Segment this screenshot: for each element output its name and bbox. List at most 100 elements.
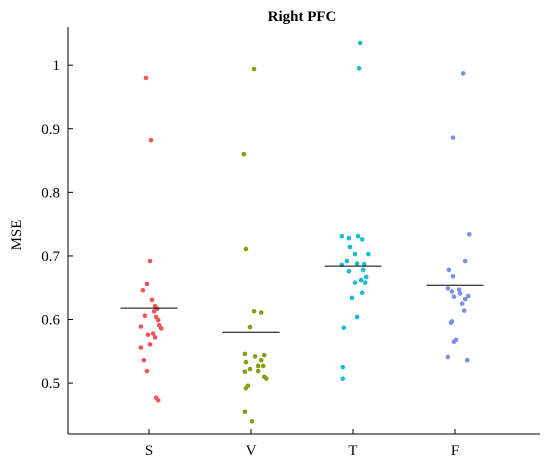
data-point-t	[360, 267, 366, 273]
data-point-t	[363, 274, 369, 280]
data-point-s	[151, 308, 157, 314]
data-point-f	[449, 289, 455, 294]
data-point-v	[252, 354, 258, 359]
data-point-t	[339, 233, 345, 239]
x-tick-label: V	[246, 443, 257, 457]
data-point-f	[445, 354, 451, 360]
data-point-s	[143, 75, 149, 81]
data-point-t	[352, 251, 358, 257]
data-point-v	[255, 368, 261, 374]
data-point-v	[243, 385, 249, 391]
data-point-f	[448, 320, 454, 326]
data-point-f	[462, 258, 468, 264]
x-tick-label: T	[348, 443, 357, 457]
data-point-f	[460, 71, 466, 76]
data-point-v	[242, 369, 248, 374]
data-point-t	[355, 233, 361, 239]
data-point-s	[149, 297, 155, 303]
y-axis-label: MSE	[9, 220, 25, 251]
data-point-s	[148, 137, 154, 143]
y-tick-label: 0.5	[41, 376, 60, 392]
data-point-t	[340, 376, 346, 381]
data-point-t	[359, 290, 365, 296]
data-point-s	[147, 258, 153, 264]
x-tick-label: S	[145, 443, 153, 457]
data-point-f	[451, 339, 457, 345]
data-point-s	[140, 287, 146, 293]
data-point-t	[356, 66, 362, 71]
data-point-f	[446, 267, 452, 273]
data-point-t	[349, 295, 355, 301]
chart-title: Right PFC	[268, 9, 337, 25]
data-point-t	[359, 237, 365, 242]
data-point-t	[347, 244, 353, 250]
data-point-v	[247, 366, 253, 372]
data-point-f	[445, 286, 451, 291]
data-point-v	[264, 376, 269, 381]
data-points	[138, 40, 472, 424]
data-point-v	[242, 351, 248, 357]
data-point-f	[456, 287, 462, 292]
data-point-f	[451, 294, 457, 299]
y-tick-labels: 0.5 0.6 0.7 0.8 0.9 1	[41, 58, 60, 392]
data-point-s	[145, 332, 151, 338]
data-point-s	[142, 313, 148, 319]
data-point-t	[354, 261, 360, 266]
data-point-t	[346, 235, 352, 241]
data-point-f	[462, 296, 468, 302]
y-tick-label: 0.8	[41, 185, 60, 201]
data-point-v	[258, 310, 264, 315]
data-point-t	[357, 40, 363, 46]
y-tick-label: 0.6	[41, 313, 60, 329]
data-point-v	[243, 359, 249, 365]
x-tick-label: F	[451, 443, 459, 457]
data-point-s	[147, 342, 153, 347]
data-point-f	[457, 291, 463, 296]
data-point-v	[251, 308, 257, 314]
data-point-s	[150, 331, 156, 336]
y-tick-label: 0.9	[41, 122, 60, 138]
data-point-t	[361, 261, 367, 267]
data-point-s	[154, 306, 160, 312]
data-point-v	[249, 418, 255, 424]
data-point-s	[155, 397, 161, 403]
data-point-v	[258, 357, 264, 363]
data-point-t	[344, 258, 350, 264]
data-point-s	[138, 345, 144, 350]
data-point-s	[155, 317, 161, 323]
data-point-v	[260, 363, 266, 369]
mean-lines	[120, 265, 484, 333]
data-point-f	[450, 273, 456, 279]
data-point-t	[358, 277, 364, 283]
data-point-t	[346, 268, 352, 274]
data-point-t	[362, 280, 368, 285]
data-point-t	[354, 314, 360, 320]
data-point-f	[461, 308, 467, 313]
data-point-s	[141, 357, 147, 363]
data-point-t	[341, 325, 347, 331]
data-point-v	[261, 352, 267, 358]
data-point-f	[464, 357, 470, 363]
data-point-v	[247, 324, 253, 330]
data-point-v	[243, 246, 249, 252]
axes	[67, 27, 540, 435]
data-point-s	[158, 326, 164, 331]
data-point-t	[366, 251, 371, 257]
data-point-v	[242, 409, 248, 415]
data-point-t	[340, 364, 346, 370]
data-point-f	[466, 232, 472, 237]
data-point-s	[152, 335, 158, 340]
data-point-s	[138, 324, 144, 329]
data-point-f	[450, 135, 456, 140]
data-point-t	[352, 280, 358, 285]
data-point-s	[144, 281, 150, 287]
y-tick-label: 1	[53, 58, 61, 74]
data-point-v	[255, 363, 261, 369]
data-point-s	[144, 368, 150, 374]
data-point-v	[251, 66, 257, 72]
y-tick-label: 0.7	[41, 249, 60, 265]
data-point-v	[241, 151, 247, 157]
data-point-f	[459, 301, 465, 306]
